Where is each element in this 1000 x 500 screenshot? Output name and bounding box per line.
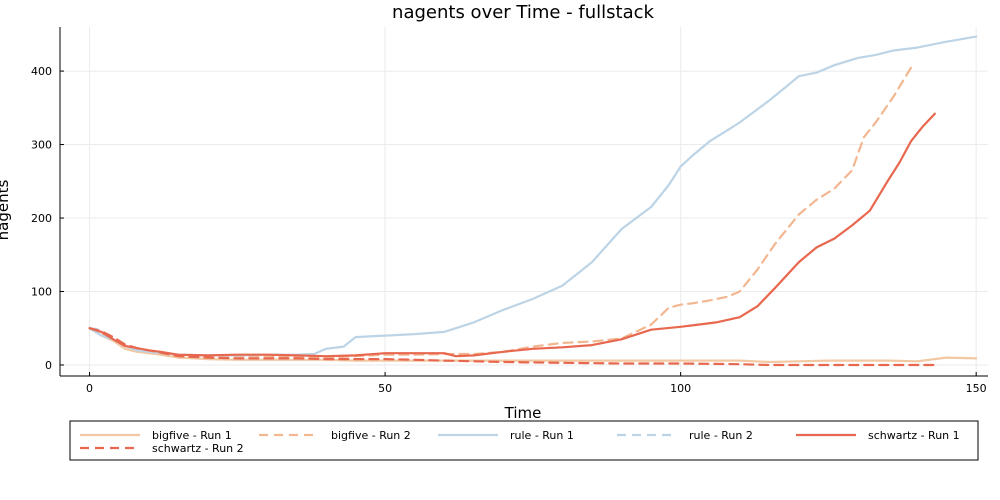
chart-title: nagents over Time - fullstack (392, 2, 654, 23)
series-line-2 (88, 66, 913, 359)
series-line-1 (88, 327, 978, 364)
axes (59, 27, 988, 377)
legend-box (69, 420, 979, 461)
y-tick-label: 0 (45, 359, 52, 372)
legend-label: rule - Run 1 (510, 429, 574, 442)
legend: bigfive - Run 1 bigfive - Run 2 rule - Run… (69, 420, 979, 461)
legend-label: schwartz - Run 2 (152, 442, 244, 455)
series-lines (88, 35, 978, 367)
x-tick-label: 50 (378, 382, 392, 395)
y-tick-label: 300 (31, 139, 52, 152)
x-tick-label: 100 (670, 382, 691, 395)
x-tick-label: 0 (86, 382, 93, 395)
x-tick-label: 150 (966, 382, 987, 395)
legend-label: bigfive - Run 1 (152, 429, 232, 442)
series-line-6 (88, 327, 936, 367)
y-axis-label: nagents (0, 179, 12, 240)
legend-label: bigfive - Run 2 (331, 429, 411, 442)
y-tick-label: 100 (31, 286, 52, 299)
legend-label: schwartz - Run 1 (868, 429, 960, 442)
series-line-3 (88, 35, 978, 357)
series-line-5 (88, 112, 936, 358)
grid (60, 27, 988, 376)
y-ticks: 0 100 200 300 400 (31, 65, 64, 372)
x-axis-label: Time (504, 404, 542, 422)
x-ticks: 0 50 100 150 (86, 372, 987, 395)
y-tick-label: 400 (31, 65, 52, 78)
legend-label: rule - Run 2 (689, 429, 753, 442)
y-tick-label: 200 (31, 212, 52, 225)
